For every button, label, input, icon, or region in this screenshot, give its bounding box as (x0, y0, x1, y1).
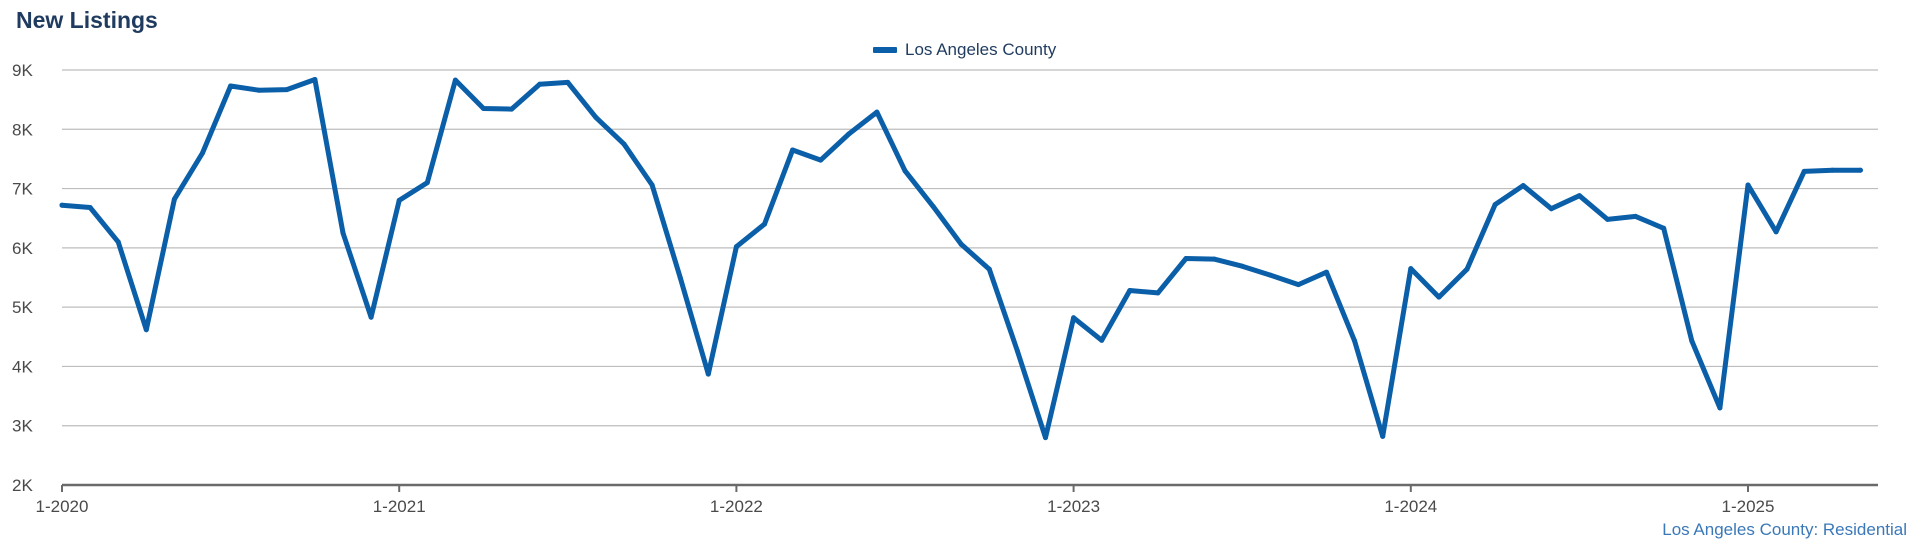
data-point (284, 87, 290, 93)
data-point (930, 203, 936, 209)
data-point (1436, 294, 1442, 300)
x-tick-label: 1-2022 (710, 497, 763, 516)
y-tick-label: 8K (12, 120, 33, 139)
data-point (1548, 206, 1554, 212)
data-point (1380, 433, 1386, 439)
data-point (115, 239, 121, 245)
data-point (621, 141, 627, 147)
y-tick-label: 4K (12, 357, 33, 376)
data-point (171, 196, 177, 202)
y-tick-label: 6K (12, 239, 33, 258)
data-point (1520, 183, 1526, 189)
y-tick-label: 7K (12, 180, 33, 199)
data-point (228, 83, 234, 89)
data-point (1464, 266, 1470, 272)
y-axis-ticks: 2K 3K 4K 5K 6K 7K 8K 9K (12, 61, 33, 495)
data-point (649, 182, 655, 188)
data-point (677, 275, 683, 280)
data-point (1661, 225, 1667, 231)
x-axis: 1-2020 1-2021 1-2022 1-2023 1-2024 1-2025 (36, 483, 1878, 516)
y-tick-label: 3K (12, 417, 33, 436)
data-point (340, 230, 346, 236)
y-tick-label: 5K (12, 298, 33, 317)
data-point (1071, 315, 1077, 321)
data-point (1127, 288, 1133, 293)
data-point (87, 205, 93, 210)
grid-lines (62, 69, 1878, 427)
data-point (1099, 337, 1105, 343)
x-tick-label: 1-2023 (1047, 497, 1100, 516)
data-point (1857, 167, 1863, 173)
data-point (143, 327, 149, 333)
data-point (1492, 202, 1498, 208)
data-point (256, 87, 262, 93)
series-line (59, 77, 1863, 441)
data-point (368, 314, 374, 320)
data-point (1717, 405, 1723, 411)
data-point (1605, 216, 1610, 222)
data-point (1408, 266, 1414, 272)
data-point (705, 371, 711, 377)
data-point (59, 202, 65, 208)
data-point (1155, 290, 1161, 296)
x-tick-label: 1-2021 (373, 497, 426, 516)
legend-swatch (873, 47, 897, 53)
data-point (986, 266, 992, 272)
data-point (1043, 435, 1048, 441)
data-point (846, 131, 852, 137)
data-point (790, 147, 796, 153)
data-point (1267, 272, 1273, 278)
data-point (565, 79, 571, 85)
data-point (1295, 282, 1301, 288)
data-point (1745, 182, 1751, 188)
data-point (1689, 338, 1695, 344)
data-point (424, 180, 430, 186)
data-point (509, 106, 515, 112)
data-point (312, 77, 318, 82)
series-layer (59, 77, 1863, 441)
data-point (200, 150, 205, 156)
legend-label: Los Angeles County (905, 40, 1057, 59)
legend: Los Angeles County (873, 40, 1056, 60)
data-point (874, 109, 880, 115)
x-tick-label: 1-2025 (1722, 497, 1775, 516)
data-point (1829, 167, 1835, 173)
data-point (1324, 269, 1329, 275)
data-point (1352, 338, 1358, 344)
data-point (1183, 256, 1189, 261)
y-tick-label: 9K (12, 61, 33, 80)
data-point (1633, 213, 1639, 219)
x-tick-label: 1-2020 (36, 497, 89, 516)
data-point (902, 168, 908, 174)
data-point (452, 77, 458, 83)
data-point (396, 197, 402, 203)
data-point (1576, 193, 1582, 199)
y-tick-label: 2K (12, 476, 33, 495)
data-point (762, 221, 767, 227)
data-point (818, 157, 824, 163)
data-point (1239, 263, 1245, 269)
data-point (593, 114, 599, 120)
footer-label: Los Angeles County: Residential (1662, 520, 1907, 539)
data-point (1801, 168, 1807, 174)
data-point (958, 241, 964, 247)
data-point (481, 106, 486, 111)
data-point (1773, 229, 1779, 235)
data-point (537, 81, 543, 87)
chart-title: New Listings (16, 7, 158, 33)
data-point (733, 244, 739, 250)
data-point (1014, 348, 1020, 354)
data-point (1211, 256, 1217, 262)
x-tick-label: 1-2024 (1384, 497, 1437, 516)
